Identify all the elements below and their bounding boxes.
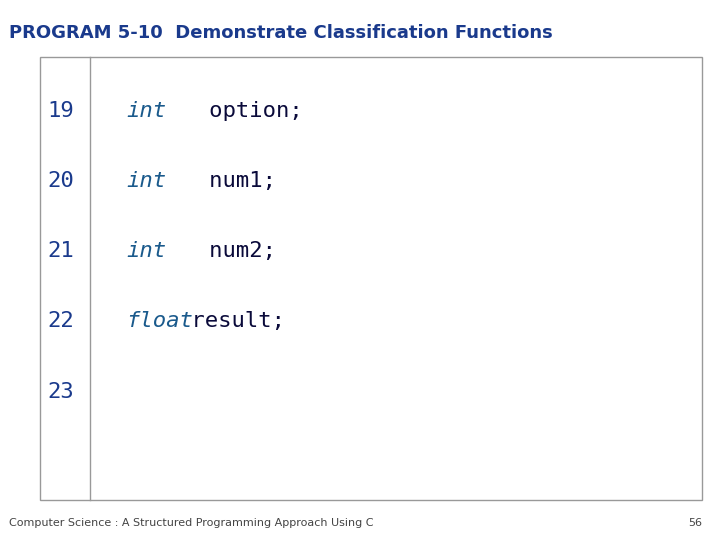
Text: result;: result; [178,311,285,332]
Text: num1;: num1; [169,171,276,191]
Text: option;: option; [169,100,303,121]
Text: PROGRAM 5-10  Demonstrate Classification Functions: PROGRAM 5-10 Demonstrate Classification … [9,24,553,42]
Text: 56: 56 [688,518,702,528]
Text: int: int [126,171,166,191]
Bar [40,57,702,500]
Text: num2;: num2; [169,241,276,261]
Text: Computer Science : A Structured Programming Approach Using C: Computer Science : A Structured Programm… [9,518,374,528]
Text: 21: 21 [48,241,75,261]
Text: int: int [126,100,166,121]
Text: int: int [126,241,166,261]
Text: 20: 20 [48,171,75,191]
Text: float: float [126,311,193,332]
Text: 22: 22 [48,311,75,332]
Text: 23: 23 [48,381,75,402]
Text: 19: 19 [48,100,75,121]
